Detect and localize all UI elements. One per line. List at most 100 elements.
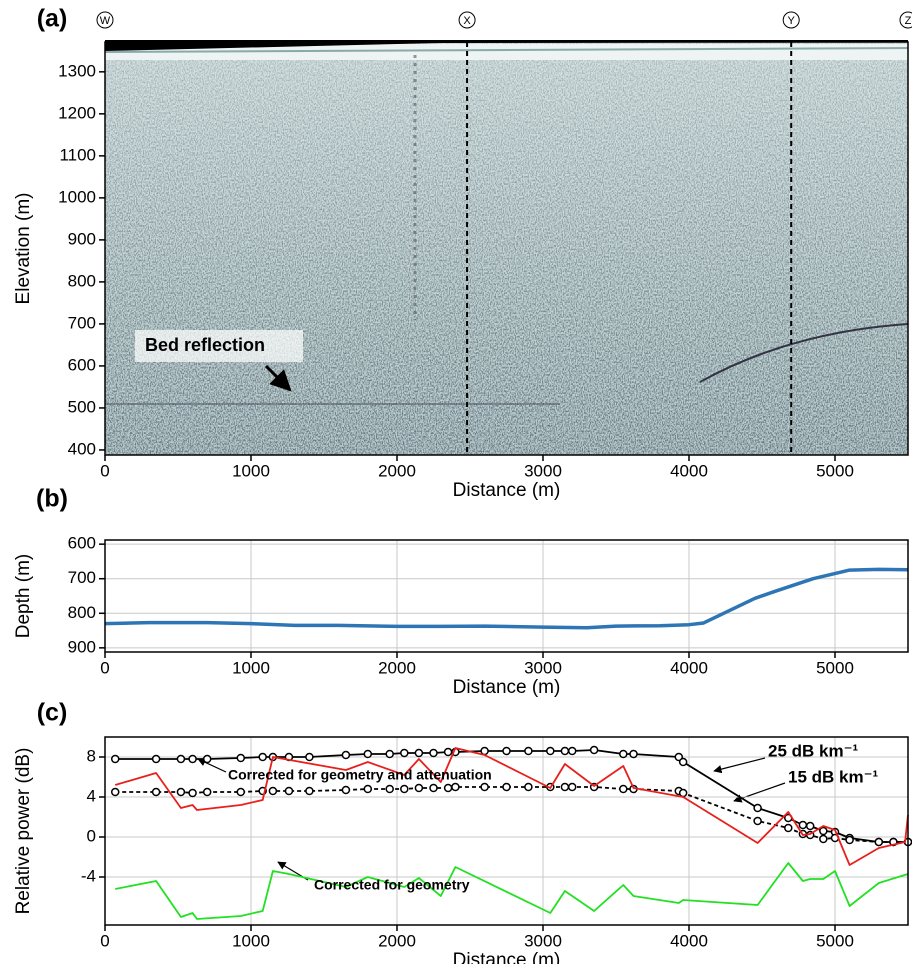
point xyxy=(268,786,278,796)
y-tick-label: 600 xyxy=(68,355,96,374)
y-axis-label: Elevation (m) xyxy=(13,193,34,305)
point xyxy=(176,754,186,764)
point xyxy=(805,821,815,831)
y-tick-label: 900 xyxy=(68,637,96,656)
y-tick-label: 700 xyxy=(68,568,96,587)
point xyxy=(524,782,533,792)
point xyxy=(305,752,314,762)
annotation-arrow xyxy=(197,758,227,773)
y-tick-label: 1100 xyxy=(59,145,96,164)
point xyxy=(524,746,533,756)
x-tick-label: 5000 xyxy=(816,931,854,950)
y-tick-label: 1000 xyxy=(58,187,96,206)
point xyxy=(258,752,267,762)
y-tick-label: 4 xyxy=(87,786,96,805)
point xyxy=(502,782,511,792)
marker-circle xyxy=(458,11,476,29)
point xyxy=(443,783,453,793)
point xyxy=(151,754,161,764)
surface-line xyxy=(104,47,909,53)
x-tick-label: 5000 xyxy=(816,658,854,677)
point xyxy=(567,746,577,756)
point xyxy=(546,746,555,756)
x-tick-label: 2000 xyxy=(378,931,416,950)
point xyxy=(678,757,688,767)
y-axis-label: Relative power (dB) xyxy=(13,748,34,915)
point xyxy=(284,786,294,796)
marker-circle xyxy=(899,11,912,29)
bed-reflection-curve xyxy=(699,323,909,383)
point xyxy=(560,782,570,792)
x-tick-label: 3000 xyxy=(524,658,562,677)
marker-circle xyxy=(96,11,114,29)
point xyxy=(443,747,453,757)
radargram-image xyxy=(104,40,909,455)
annotation-arrow xyxy=(264,364,292,392)
point xyxy=(414,783,424,793)
point xyxy=(589,745,599,755)
marker-circle xyxy=(782,11,800,29)
series-label: 15 dB km⁻¹ xyxy=(788,767,879,786)
plot-frame xyxy=(104,41,909,456)
panel-label: (b) xyxy=(36,485,68,513)
point xyxy=(151,787,161,797)
point xyxy=(341,785,351,795)
x-tick-label: 4000 xyxy=(670,658,708,677)
point xyxy=(429,783,438,793)
x-tick-label: 0 xyxy=(100,658,109,677)
point xyxy=(236,753,246,763)
point xyxy=(400,748,409,758)
x-tick-label: 3000 xyxy=(524,931,562,950)
marker-label: Z xyxy=(905,15,912,27)
x-tick-label: 0 xyxy=(100,461,109,480)
marker-label: W xyxy=(100,15,111,27)
point xyxy=(480,782,489,792)
point xyxy=(363,784,373,794)
x-tick-label: 4000 xyxy=(670,931,708,950)
point xyxy=(619,749,628,759)
point xyxy=(784,823,793,833)
annotation: Corrected for geometry xyxy=(314,877,470,893)
point xyxy=(202,787,212,797)
x-tick-label: 1000 xyxy=(232,461,270,480)
point xyxy=(414,748,424,758)
x-axis-label: Distance (m) xyxy=(453,950,561,964)
point xyxy=(480,746,489,756)
marker-label: Y xyxy=(788,15,796,27)
x-tick-label: 5000 xyxy=(816,461,854,480)
point xyxy=(567,782,577,792)
panel-label: (c) xyxy=(37,699,68,727)
y-tick-label: 400 xyxy=(68,439,96,458)
x-axis-label: Distance (m) xyxy=(453,677,561,698)
plot-frame xyxy=(104,736,909,926)
y-axis-label: Depth (m) xyxy=(13,554,34,638)
series-label: 25 dB km⁻¹ xyxy=(768,741,859,760)
plot-frame xyxy=(104,539,909,653)
series-line xyxy=(115,862,909,920)
point xyxy=(188,788,197,798)
y-tick-label: -4 xyxy=(81,866,96,885)
point xyxy=(202,754,212,764)
y-tick-label: 8 xyxy=(87,746,96,765)
point xyxy=(429,748,438,758)
annotation: Corrected for geometry and attenuation xyxy=(228,767,492,783)
x-tick-label: 1000 xyxy=(232,658,270,677)
point xyxy=(753,816,762,826)
point xyxy=(753,803,762,813)
x-tick-label: 3000 xyxy=(524,461,562,480)
point xyxy=(236,787,246,797)
point xyxy=(619,784,628,794)
x-tick-label: 4000 xyxy=(670,461,708,480)
point xyxy=(363,749,373,759)
y-tick-label: 1300 xyxy=(58,61,96,80)
y-tick-label: 800 xyxy=(68,271,96,290)
point xyxy=(188,754,197,764)
point xyxy=(629,749,638,759)
series-line xyxy=(114,747,909,866)
point xyxy=(874,837,884,847)
panel-label: (a) xyxy=(37,5,68,33)
x-tick-label: 2000 xyxy=(378,461,416,480)
point xyxy=(400,784,409,794)
point xyxy=(819,834,828,844)
